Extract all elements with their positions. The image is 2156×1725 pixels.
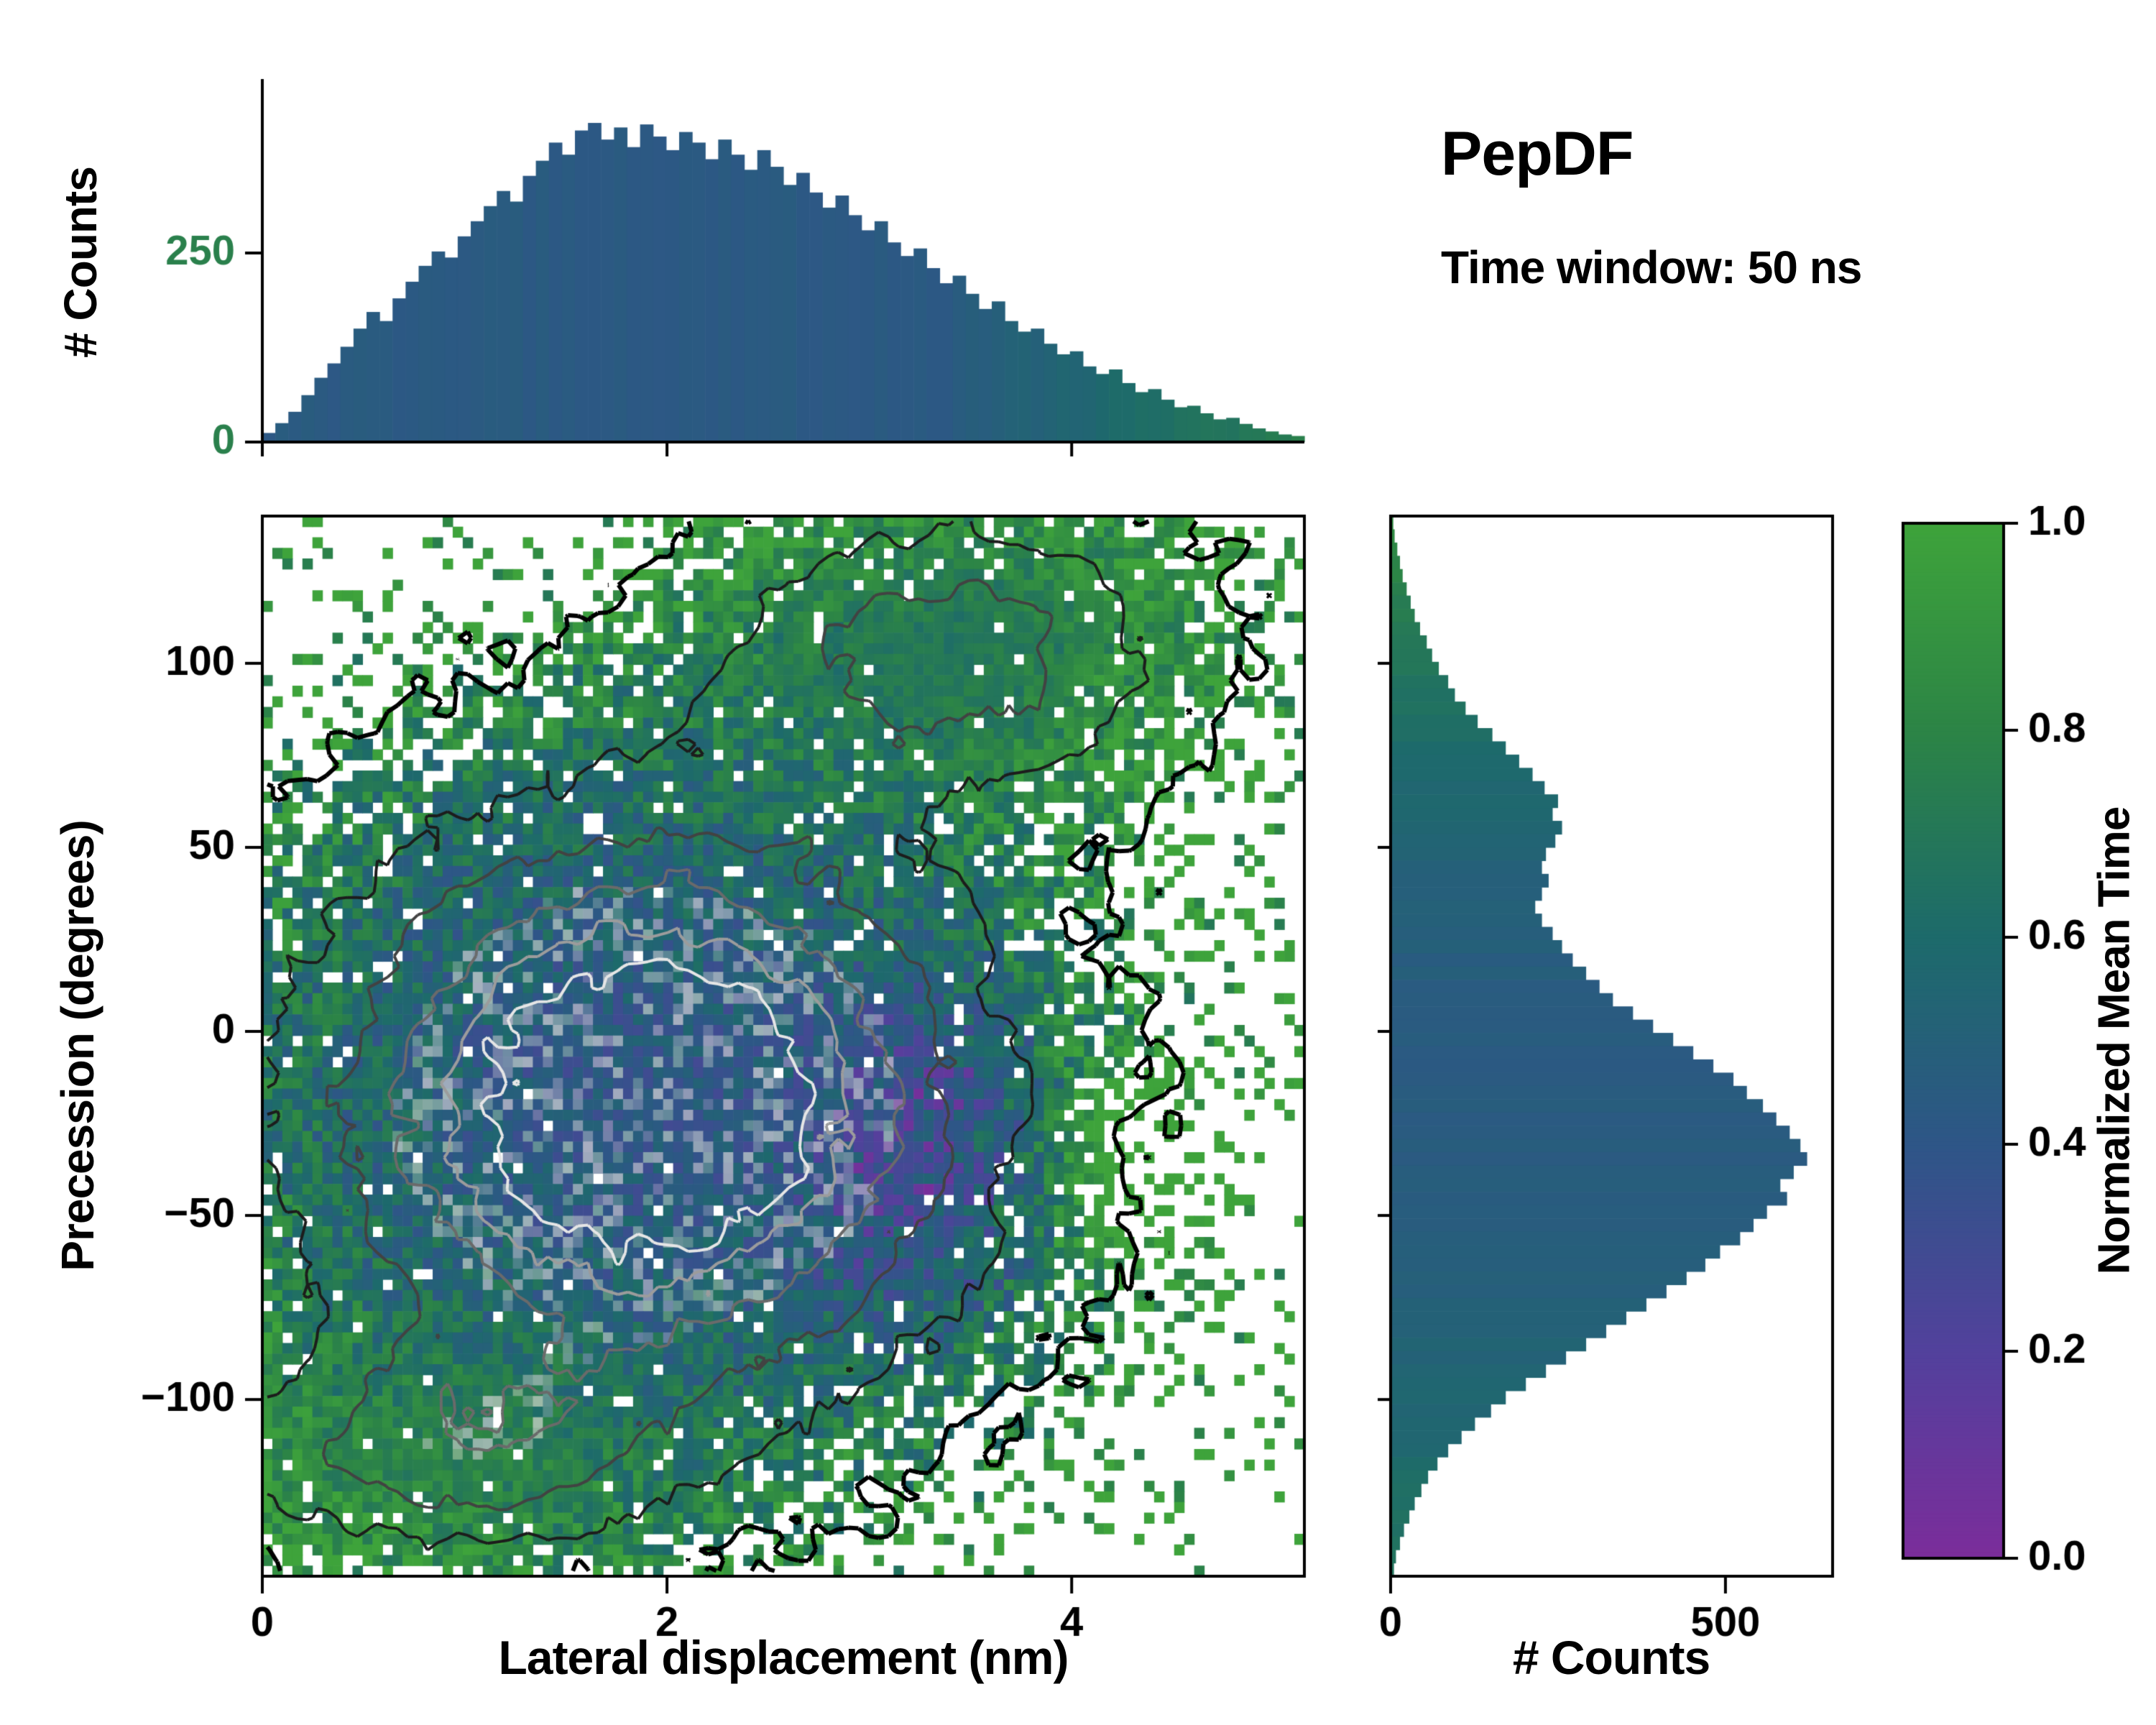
figure-subtitle: Time window: 50 ns	[1441, 242, 1862, 293]
main-ylabel: Precession (degrees)	[52, 820, 103, 1271]
figure-title: PepDF	[1441, 119, 1634, 188]
top-hist-ylabel: # Counts	[55, 167, 106, 358]
colorbar-label: Normalized Mean Time	[2089, 806, 2139, 1275]
right-hist-xlabel: # Counts	[1512, 1631, 1710, 1684]
main-xlabel: Lateral displacement (nm)	[498, 1631, 1069, 1684]
